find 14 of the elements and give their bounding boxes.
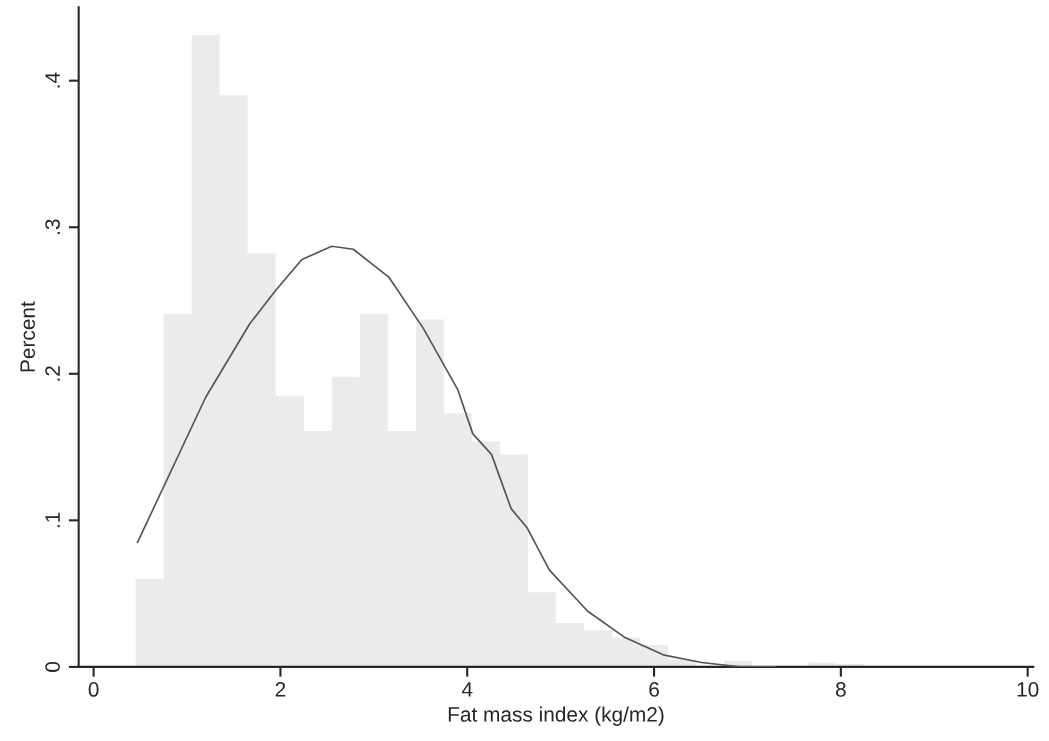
x-tick-label: 0 [88,682,99,697]
x-tick-label: 8 [835,682,846,697]
y-tick-label: .2 [45,366,60,381]
line-series [136,245,777,667]
y-tick-label: .1 [45,512,60,528]
x-tick-label: 4 [461,682,473,697]
y-tick-label: .4 [45,72,60,88]
y-tick-label: 0 [45,661,60,672]
y-axis-title: Percent [20,301,35,372]
x-axis-title: Fat mass index (kg/m2) [448,706,664,726]
x-tick-label: 2 [275,682,286,697]
x-tick-label: 10 [1017,682,1039,697]
x-tick-label: 6 [649,682,659,697]
y-tick-label: .3 [45,219,60,235]
